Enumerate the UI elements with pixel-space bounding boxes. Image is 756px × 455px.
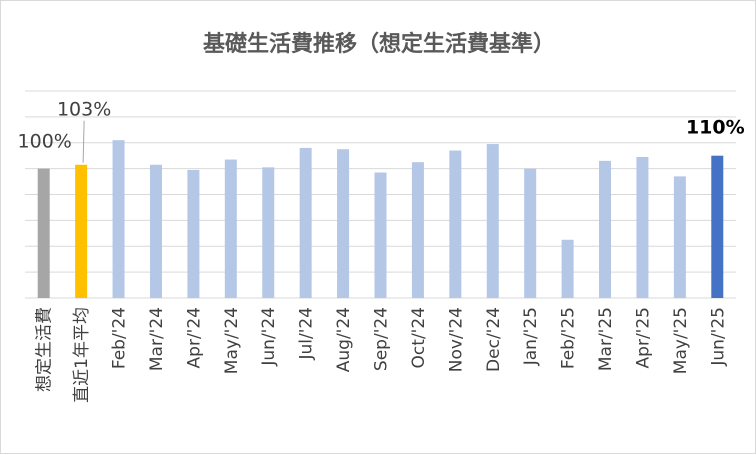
bar: [299, 147, 312, 298]
bar: [337, 149, 350, 298]
data-label: 103%: [57, 99, 111, 121]
bar: [561, 239, 574, 298]
x-tick-label: Apr/'25: [633, 307, 653, 368]
bar: [224, 159, 237, 298]
bars: [37, 140, 724, 298]
data-label: 100%: [18, 131, 72, 153]
data-label: 110%: [686, 117, 745, 139]
x-tick-label: Mar/'25: [596, 307, 616, 371]
x-tick-label: Dec/'24: [484, 307, 504, 372]
bar: [262, 167, 275, 298]
bar: [187, 169, 200, 298]
x-tick-label: Mar/'24: [147, 307, 167, 371]
x-tick-label: May/'25: [671, 307, 691, 374]
bar: [599, 160, 612, 298]
bar: [374, 172, 387, 298]
bar: [449, 150, 462, 298]
label-leader-line: [82, 120, 85, 163]
x-tick-label: Feb/'24: [110, 307, 130, 369]
x-tick-label: Feb/'25: [559, 307, 579, 369]
x-tick-label: Jun/'24: [259, 307, 279, 367]
chart-title: 基礎生活費推移（想定生活費基準）: [203, 31, 555, 57]
bar: [149, 164, 162, 298]
bar: [711, 155, 724, 298]
x-tick-label: Oct/'24: [409, 307, 429, 368]
x-tick-label: Nov/'24: [446, 307, 466, 372]
bar: [75, 164, 88, 298]
x-tick-label: 想定生活費: [35, 307, 55, 392]
bar: [112, 140, 125, 298]
x-tick-label: Jun/'25: [708, 307, 728, 367]
x-tick-label: Sep/'24: [372, 307, 392, 371]
x-tick-label: Jan/'25: [521, 307, 541, 366]
bar: [411, 162, 424, 298]
x-tick-label: Jul/'24: [297, 307, 317, 361]
bar: [636, 156, 649, 298]
data-labels: 100% 103% 110%: [18, 99, 745, 163]
x-tick-labels: 想定生活費 直近1年平均 Feb/'24 Mar/'24 Apr/'24 May/'24 J…: [35, 307, 729, 403]
bar: [673, 176, 686, 298]
bar: [486, 144, 499, 298]
bar: [524, 168, 537, 298]
x-tick-label: May/'24: [222, 307, 242, 374]
x-tick-label: Aug/'24: [334, 307, 354, 372]
x-tick-label: Apr/'24: [184, 307, 204, 368]
x-tick-label: 直近1年平均: [72, 307, 92, 403]
bar: [37, 168, 50, 298]
